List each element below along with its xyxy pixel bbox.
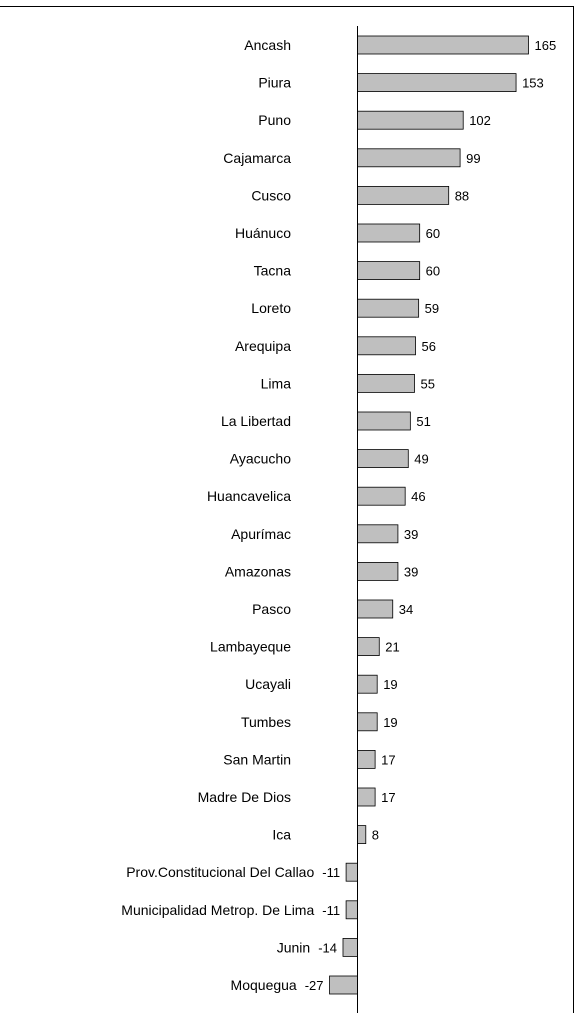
category-label-la-libertad: La Libertad (221, 413, 291, 429)
category-label-ica: Ica (272, 827, 291, 843)
bar-madre-de-dios (357, 787, 376, 807)
category-label-cusco: Cusco (251, 187, 291, 203)
bar-municipalidad-metrop-de-lima (345, 900, 358, 920)
value-label-municipalidad-metrop-de-lima: -11 (322, 903, 340, 918)
category-label-huanuco: Huánuco (235, 225, 291, 241)
category-label-ancash: Ancash (244, 37, 291, 53)
category-label-ucayali: Ucayali (245, 676, 291, 692)
value-label-lambayeque: 21 (385, 640, 399, 655)
category-label-pasco: Pasco (252, 601, 291, 617)
category-label-piura: Piura (258, 75, 291, 91)
labels-layer: 165 Ancash 153 Piura 102 Puno 99 Cajamarca 88 Cus… (121, 37, 556, 993)
bar-prov-constitucional-del-callao (345, 862, 358, 882)
value-label-amazonas: 39 (404, 564, 418, 579)
value-label-la-libertad: 51 (416, 414, 430, 429)
value-label-ancash: 165 (535, 38, 557, 53)
value-label-madre-de-dios: 17 (381, 790, 395, 805)
value-label-junin: -14 (318, 940, 337, 955)
value-label-loreto: 59 (425, 301, 439, 316)
value-label-ucayali: 19 (383, 677, 397, 692)
value-label-cusco: 88 (455, 188, 469, 203)
value-label-prov-constitucional-del-callao: -11 (322, 865, 340, 880)
value-label-cajamarca: 99 (466, 151, 480, 166)
category-label-arequipa: Arequipa (235, 338, 291, 354)
bar-ayacucho (357, 449, 409, 469)
category-label-puno: Puno (258, 112, 291, 128)
value-label-tacna: 60 (426, 264, 440, 279)
bar-lima (357, 373, 415, 393)
value-label-huancavelica: 46 (411, 489, 425, 504)
bar-tacna (357, 261, 421, 281)
bar-moquegua (329, 975, 358, 995)
value-label-lima: 55 (421, 376, 435, 391)
bar-arequipa (357, 336, 416, 356)
category-label-lima: Lima (261, 375, 292, 391)
category-label-moquegua: Moquegua (231, 977, 297, 993)
bar-ica (357, 825, 367, 844)
category-label-san-martin: San Martin (223, 751, 291, 767)
value-label-moquegua: -27 (305, 978, 324, 993)
value-label-puno: 102 (469, 113, 491, 128)
value-label-pasco: 34 (399, 602, 413, 617)
category-label-ayacucho: Ayacucho (230, 451, 291, 467)
category-label-amazonas: Amazonas (225, 563, 291, 579)
category-label-prov-constitucional-del-callao: Prov.Constitucional Del Callao (126, 864, 314, 880)
bar-piura (357, 73, 517, 92)
bars-layer (329, 35, 529, 995)
bar-pasco (357, 599, 394, 619)
bar-puno (357, 110, 464, 130)
bar-ucayali (357, 674, 378, 694)
value-label-ayacucho: 49 (414, 452, 428, 467)
bar-amazonas (357, 562, 399, 581)
bar-huancavelica (357, 486, 406, 506)
value-label-ica: 8 (372, 828, 379, 843)
category-label-cajamarca: Cajamarca (223, 150, 291, 166)
bar-ancash (357, 35, 529, 55)
bar-lambayeque (357, 637, 380, 656)
value-label-san-martin: 17 (381, 752, 395, 767)
category-label-municipalidad-metrop-de-lima: Municipalidad Metrop. De Lima (121, 902, 314, 918)
value-label-tumbes: 19 (383, 715, 397, 730)
value-label-apurimac: 39 (404, 527, 418, 542)
bar-apurimac (357, 524, 399, 544)
category-label-tumbes: Tumbes (241, 714, 291, 730)
bar-junin (342, 938, 358, 957)
value-label-huanuco: 60 (426, 226, 440, 241)
category-label-tacna: Tacna (254, 263, 292, 279)
category-label-madre-de-dios: Madre De Dios (198, 789, 291, 805)
bar-la-libertad (357, 411, 411, 431)
bar-cajamarca (357, 148, 461, 168)
bar-tumbes (357, 712, 378, 732)
bar-huanuco (357, 223, 421, 243)
value-label-piura: 153 (522, 76, 544, 91)
category-label-lambayeque: Lambayeque (210, 639, 291, 655)
category-label-apurimac: Apurímac (231, 526, 291, 542)
bar-san-martin (357, 750, 376, 769)
value-label-arequipa: 56 (422, 339, 436, 354)
category-label-junin: Junin (277, 939, 310, 955)
category-label-loreto: Loreto (251, 300, 291, 316)
bar-cusco (357, 185, 450, 205)
category-label-huancavelica: Huancavelica (207, 488, 291, 504)
bar-loreto (357, 298, 420, 318)
